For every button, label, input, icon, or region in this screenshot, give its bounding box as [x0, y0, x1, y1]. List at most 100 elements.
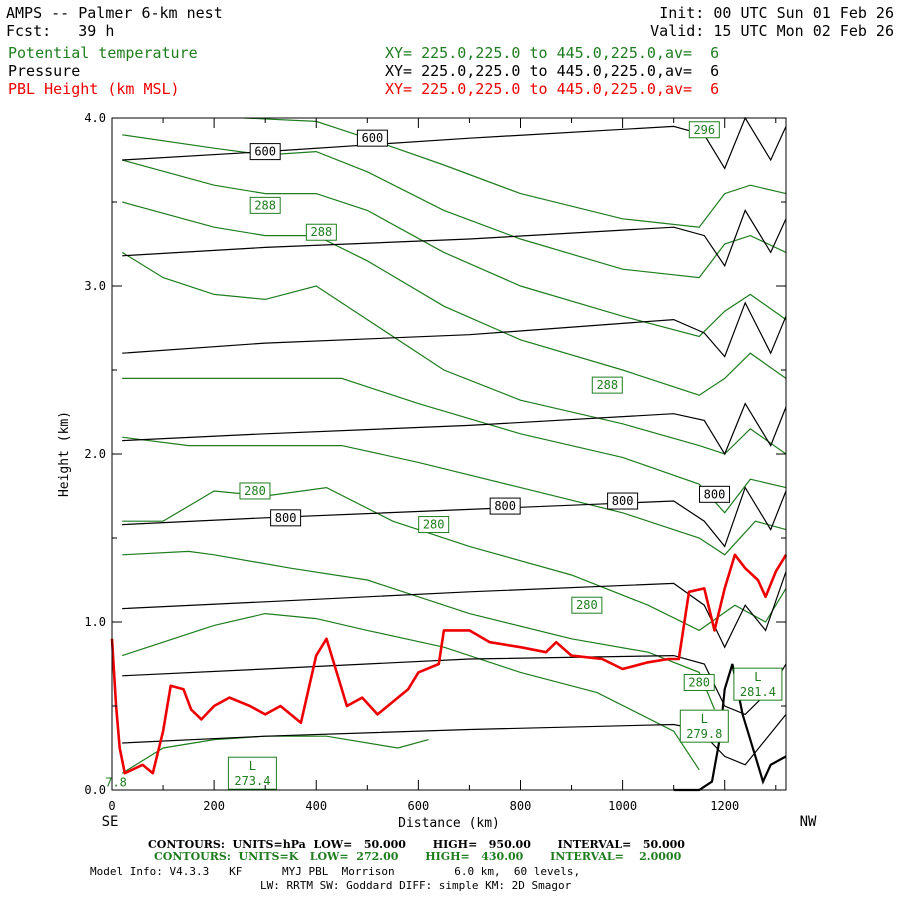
theta-contour-296: [244, 117, 787, 228]
contour-label-box: [489, 497, 521, 515]
contour-label-box: [607, 492, 639, 510]
contour-label-280: 280: [571, 596, 603, 614]
theta-contour-284: [122, 436, 787, 556]
theta-contour-286: [122, 377, 787, 514]
pressure-contour-600: [122, 116, 787, 170]
pbl-height-line: [110, 553, 788, 775]
edge-contour-label: 7.8: [105, 776, 127, 790]
low-label-box: [227, 756, 277, 790]
contour-label-280: 280: [683, 673, 715, 691]
low-label-letter: L: [754, 670, 761, 684]
low-label-letter: L: [701, 712, 708, 726]
theta-contour-288: [121, 251, 787, 455]
pressure-contour-750: [122, 402, 787, 456]
x-tick-label: 1200: [710, 799, 739, 813]
contour-label-box: [239, 482, 271, 500]
contour-label-280: 280: [418, 516, 450, 534]
contour-label-text: 800: [612, 494, 634, 508]
chart-title: AMPS -- Palmer 6-km nest: [6, 4, 223, 22]
terrain-profile: [673, 663, 787, 792]
footer-model-info: Model Info: V4.3.3 KF MYJ PBL Morrison 6…: [90, 865, 581, 878]
theta-contour-294: [122, 134, 787, 279]
valid-time: Valid: 15 UTC Mon 02 Feb 26: [650, 22, 894, 40]
contour-label-box: [249, 143, 281, 161]
left-end-label: SE: [102, 814, 119, 830]
theta-contour-292: [122, 159, 787, 338]
contour-label-box: [356, 129, 388, 147]
contour-label-288: 288: [591, 376, 623, 394]
contour-label-box: [591, 376, 623, 394]
terrain-series: [673, 663, 787, 792]
contour-label-text: 280: [688, 675, 710, 689]
pbl-height-series: [110, 553, 788, 775]
legend-theta-xy: XY= 225.0,225.0 to 445.0,225.0,av= 6: [385, 44, 720, 62]
contour-label-296: 296: [688, 121, 720, 139]
low-label-box: [679, 709, 729, 743]
contour-label-600: 600: [249, 143, 281, 161]
forecast-hour: Fcst: 39 h: [6, 22, 115, 40]
contour-label-box: [688, 121, 720, 139]
x-tick-label: 600: [408, 799, 430, 813]
legend-pbl-label: PBL Height (km MSL): [8, 80, 180, 98]
contour-label-box: [571, 596, 603, 614]
contour-label-text: 800: [275, 511, 297, 525]
contour-label-text: 296: [693, 123, 715, 137]
theta-contour-282: [122, 486, 787, 632]
footer-pressure-contours: CONTOURS: UNITS=hPa LOW= 50.000 HIGH= 95…: [148, 838, 685, 851]
y-tick-label: 3.0: [84, 279, 106, 293]
legend-pressure-label: Pressure: [8, 62, 81, 80]
pressure-contour-850: [122, 571, 787, 649]
low-label-value: 279.8: [686, 727, 722, 741]
y-tick-label: 4.0: [84, 111, 106, 125]
contour-label-box: [305, 223, 337, 241]
axes: 0 200 400 600 800 1000 1200 0.0 1.0 2.0 3.0 4.0 Dist…: [57, 111, 817, 831]
low-label-letter: L: [249, 759, 256, 773]
footer-theta-contours: CONTOURS: UNITS=K LOW= 272.00 HIGH= 430.…: [154, 850, 682, 863]
contour-label-600: 600: [356, 129, 388, 147]
x-tick-label: 0: [108, 799, 115, 813]
pressure-contour-800: [122, 486, 787, 548]
contour-label-text: 288: [254, 198, 276, 212]
low-label-value: 281.4: [740, 685, 776, 699]
contour-label-800: 800: [270, 509, 302, 527]
right-end-label: NW: [800, 814, 817, 830]
contour-label-text: 800: [704, 487, 726, 501]
contour-label-text: 600: [362, 131, 384, 145]
theta-contour-290: [122, 201, 787, 396]
footer-physics: LW: RRTM SW: Goddard DIFF: simple KM: 2D…: [260, 879, 572, 892]
contour-label-box: [249, 196, 281, 214]
theta-contour-280: [122, 550, 716, 710]
contour-labels: 600 600 800 800 800 800 288 288 288 280 280 280 280 2…: [105, 121, 783, 790]
contour-label-text: 288: [596, 378, 618, 392]
init-time: Init: 00 UTC Sun 01 Feb 26: [659, 4, 894, 22]
y-tick-label: 1.0: [84, 615, 106, 629]
contour-label-text: 280: [423, 518, 445, 532]
x-tick-label: 800: [510, 799, 532, 813]
contour-label-800: 800: [489, 497, 521, 515]
low-label-box: [733, 667, 783, 701]
pressure-contour-650: [122, 209, 787, 268]
contour-label-text: 280: [576, 598, 598, 612]
low-label-value: 273.4: [234, 774, 270, 788]
y-tick-label: 2.0: [84, 447, 106, 461]
contour-label-text: 288: [311, 225, 333, 239]
legend-pbl-xy: XY= 225.0,225.0 to 445.0,225.0,av= 6: [385, 80, 720, 98]
x-tick-label: 1000: [608, 799, 637, 813]
pressure-contours: [122, 116, 787, 766]
legend-theta-label: Potential temperature: [8, 44, 198, 62]
y-tick-label: 0.0: [84, 783, 106, 797]
theta-contour-280: [122, 612, 700, 771]
contour-label-800: 800: [607, 492, 639, 510]
contour-label-800: 800: [699, 485, 731, 503]
contour-label-box: [418, 516, 450, 534]
contour-label-box: [699, 485, 731, 503]
contour-label-box: [270, 509, 302, 527]
contour-label-280: 280: [239, 482, 271, 500]
contour-label-text: 280: [244, 484, 266, 498]
legend-pressure-xy: XY= 225.0,225.0 to 445.0,225.0,av= 6: [385, 62, 720, 80]
contour-label-box: [683, 673, 715, 691]
contour-label-text: 800: [494, 499, 516, 513]
